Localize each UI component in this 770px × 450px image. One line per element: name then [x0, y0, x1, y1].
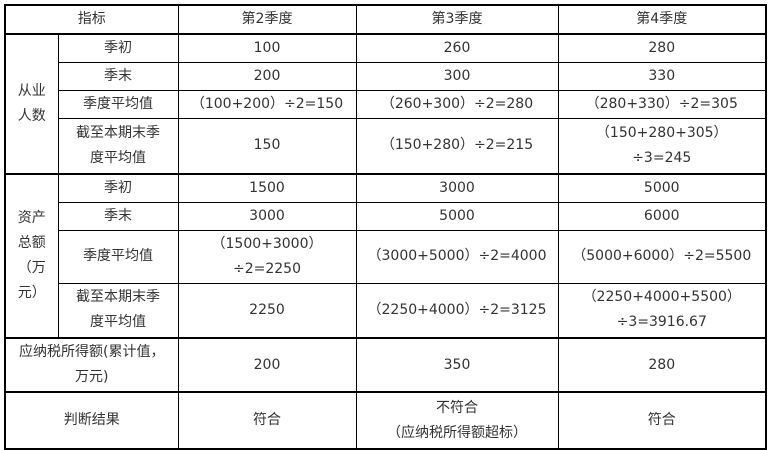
header-quarter-2: 第2季度: [177, 4, 357, 35]
value-cell: 3000: [355, 172, 559, 203]
value-cell: （150+280）÷2=215: [355, 118, 559, 174]
table-row: 季末 200 300 330: [5, 62, 767, 91]
group-label-employees: 从业 人数: [4, 33, 59, 174]
table-row: 季度平均值 （100+200）÷2=150 （260+300）÷2=280 （2…: [5, 90, 767, 119]
row-label-taxable-income: 应纳税所得额(累计值， 万元): [4, 337, 179, 393]
value-cell: 2250: [177, 282, 357, 339]
taxable-income-row: 应纳税所得额(累计值， 万元) 200 350 280: [4, 337, 767, 393]
value-cell: 6000: [557, 201, 767, 231]
value-cell: 200: [177, 337, 357, 393]
value-cell: （100+200）÷2=150: [177, 90, 357, 119]
table-row: 季度平均值 （1500+3000）÷2=2250 （3000+5000）÷2=4…: [5, 229, 767, 284]
value-cell: （280+330）÷2=305: [557, 90, 767, 119]
value-cell: 300: [355, 62, 559, 91]
quarterly-indicator-table: 指标 第2季度 第3季度 第4季度 从业 人数 季初 100 260 280 季…: [4, 4, 767, 450]
header-row: 指标 第2季度 第3季度 第4季度: [4, 4, 767, 35]
value-cell: （5000+6000）÷2=5500: [557, 229, 767, 284]
value-cell: （2250+4000+5500） ÷3=3916.67: [557, 282, 767, 339]
judgment-result-row: 判断结果 符合 不符合 （应纳税所得额超标） 符合: [4, 391, 767, 450]
row-label: 截至本期末季 度平均值: [57, 118, 179, 174]
row-label: 季度平均值: [57, 90, 179, 119]
value-cell: （260+300）÷2=280: [355, 90, 559, 119]
result-cell-q3: 不符合 （应纳税所得额超标）: [355, 391, 559, 450]
table-row: 截至本期末季 度平均值 150 （150+280）÷2=215 （150+280…: [5, 118, 767, 174]
header-quarter-4: 第4季度: [557, 4, 767, 35]
row-label: 季初: [57, 172, 179, 203]
header-indicator: 指标: [4, 4, 179, 35]
page: 指标 第2季度 第3季度 第4季度 从业 人数 季初 100 260 280 季…: [4, 4, 767, 450]
value-cell: 260: [355, 33, 559, 63]
table-row: 资产 总额 （万 元） 季初 1500 3000 5000: [4, 172, 767, 339]
row-label: 季末: [57, 62, 179, 91]
value-cell: （1500+3000）÷2=2250: [177, 229, 357, 284]
row-label: 截至本期末季 度平均值: [57, 282, 179, 339]
value-cell: 5000: [355, 201, 559, 231]
value-cell: 330: [557, 62, 767, 91]
table-row: 季末 3000 5000 6000: [5, 201, 767, 231]
table-row: 从业 人数 季初 100 260 280: [4, 33, 767, 174]
value-cell: （3000+5000）÷2=4000: [355, 229, 559, 284]
group-label-total-assets: 资产 总额 （万 元）: [4, 172, 59, 339]
value-cell: 100: [177, 33, 357, 63]
value-cell: 150: [177, 118, 357, 174]
row-label: 季末: [57, 201, 179, 231]
result-cell-q4: 符合: [557, 391, 767, 450]
row-label-judgment-result: 判断结果: [4, 391, 179, 450]
result-cell-q2: 符合: [177, 391, 357, 450]
value-cell: 280: [557, 337, 767, 393]
value-cell: 5000: [557, 172, 767, 203]
value-cell: （150+280+305）÷3=245: [557, 118, 767, 174]
row-label: 季度平均值: [57, 229, 179, 284]
row-label: 季初: [57, 33, 179, 63]
value-cell: 350: [355, 337, 559, 393]
value-cell: 280: [557, 33, 767, 63]
value-cell: 1500: [177, 172, 357, 203]
value-cell: （2250+4000）÷2=3125: [355, 282, 559, 339]
value-cell: 3000: [177, 201, 357, 231]
value-cell: 200: [177, 62, 357, 91]
header-quarter-3: 第3季度: [355, 4, 559, 35]
table-row: 截至本期末季 度平均值 2250 （2250+4000）÷2=3125 （225…: [5, 282, 767, 339]
